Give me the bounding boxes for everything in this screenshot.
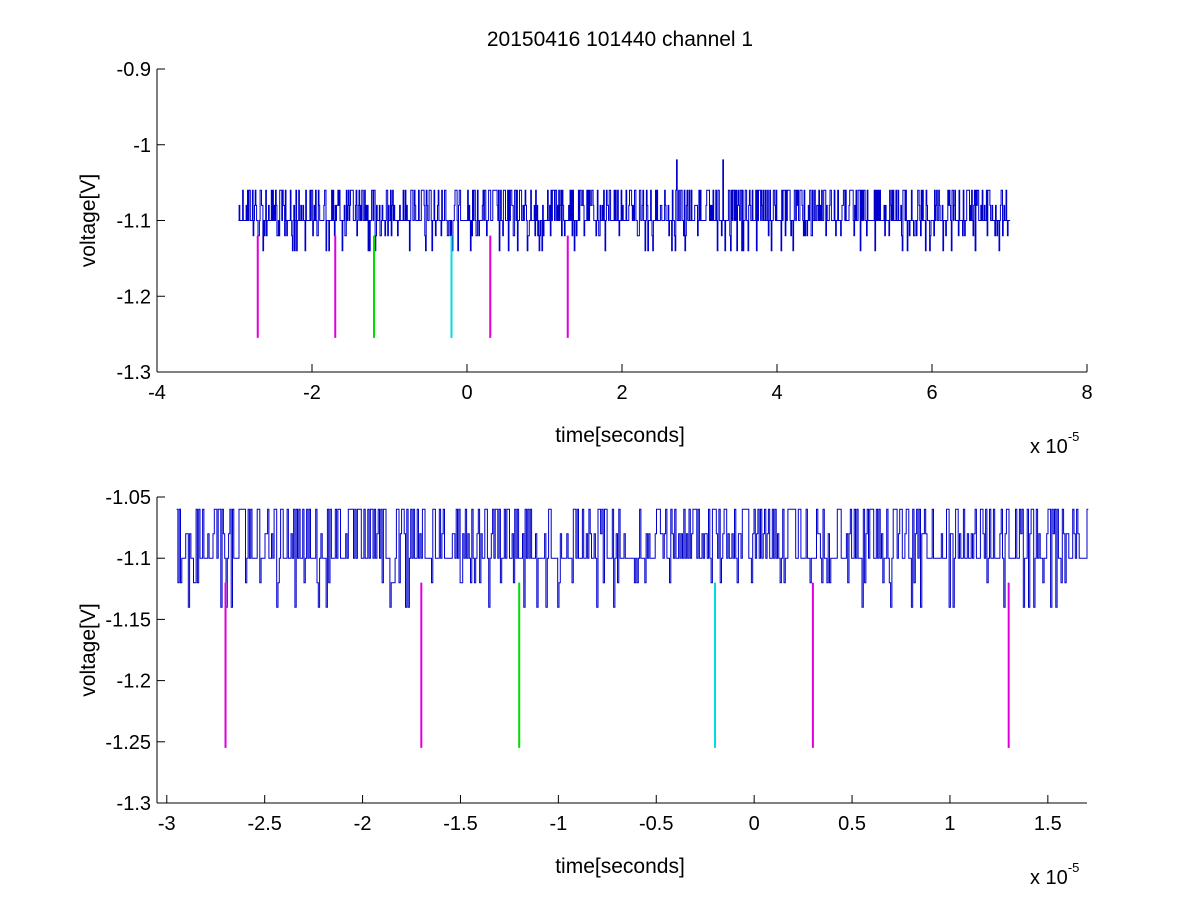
x-tick-label: -1 — [549, 813, 567, 835]
x-axis-label: time[seconds] — [555, 855, 685, 878]
x-tick-label: 2 — [616, 382, 627, 404]
y-tick-label: -1.2 — [117, 671, 151, 693]
x-tick-label: -2.5 — [247, 813, 281, 835]
x-tick-label: 4 — [771, 382, 782, 404]
y-tick-label: -1.1 — [117, 548, 151, 570]
chart-2: -1.3 -1.25 -1.2 -1.15 -1.1 -1.05 -3 -2.5 -2 -1.5 -… — [77, 487, 1089, 889]
x-tick-label: 1 — [944, 813, 955, 835]
x-exponent-superscript: -5 — [1068, 429, 1080, 444]
y-tick-label: -1.1 — [117, 211, 151, 233]
x-tick-label: -4 — [148, 382, 166, 404]
x-tick-label: 6 — [926, 382, 937, 404]
signal-trace — [238, 159, 1011, 252]
x-exponent-label: x 10-5 — [1030, 429, 1079, 458]
y-tick-label: -1.05 — [105, 487, 151, 509]
y-tick-label: -0.9 — [117, 59, 151, 81]
x-tick-label: 0 — [749, 813, 760, 835]
y-tick-label: -1.3 — [117, 793, 151, 815]
y-tick-label: -1.15 — [105, 609, 151, 631]
chart-1: -1.3 -1.2 -1.1 -1 -0.9 -4 -2 0 2 4 6 8 time[seconds]… — [77, 28, 1093, 458]
chart-title: 20150416 101440 channel 1 — [487, 28, 753, 51]
signal-trace — [176, 508, 1089, 608]
y-tick-label: -1.25 — [105, 732, 151, 754]
y-axis-label: voltage[V] — [77, 603, 100, 696]
y-tick-label: -1.2 — [117, 286, 151, 308]
x-tick-label: 0.5 — [838, 813, 866, 835]
x-tick-label: 1.5 — [1034, 813, 1062, 835]
x-exponent-label: x 10-5 — [1030, 860, 1079, 889]
x-axis-label: time[seconds] — [555, 424, 685, 447]
y-tick-label: -1.3 — [117, 362, 151, 384]
x-tick-label: -0.5 — [639, 813, 673, 835]
x-tick-label: -2 — [303, 382, 321, 404]
x-tick-label: 0 — [461, 382, 472, 404]
x-exponent-superscript: -5 — [1068, 860, 1080, 875]
x-tick-label: 8 — [1081, 382, 1092, 404]
y-tick-label: -1 — [133, 135, 151, 157]
x-tick-label: -1.5 — [443, 813, 477, 835]
y-axis-label: voltage[V] — [77, 174, 100, 267]
x-tick-label: -3 — [158, 813, 176, 835]
x-tick-label: -2 — [354, 813, 372, 835]
